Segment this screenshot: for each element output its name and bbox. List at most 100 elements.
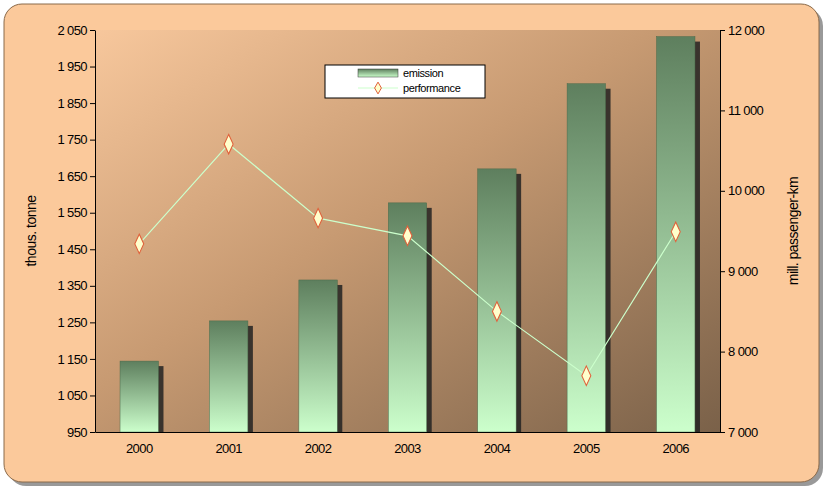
line-series	[135, 134, 680, 385]
tick-mark	[720, 432, 725, 433]
legend-label: emission	[403, 67, 443, 79]
tick-mark	[90, 286, 95, 287]
legend-label: performance	[403, 82, 461, 94]
tick-label: 2006	[662, 441, 689, 456]
tick: 2003	[394, 432, 421, 456]
tick: 1 650	[57, 169, 95, 184]
tick-label: 2002	[305, 441, 332, 456]
tick-mark	[90, 322, 95, 323]
tick-mark	[720, 30, 725, 31]
tick: 1 750	[57, 132, 95, 147]
tick-label: 1 750	[57, 132, 87, 147]
line	[139, 144, 675, 376]
tick-mark	[720, 271, 725, 272]
tick-mark	[90, 395, 95, 396]
x-axis: 2000 2001 2002 2003 2004 2005 2006	[96, 432, 721, 456]
marker	[403, 226, 412, 245]
tick-label: 1 050	[57, 388, 87, 403]
y2-axis: 7 000 8 000 9 000 10 000 11 000 12 000	[720, 23, 765, 440]
tick: 7 000	[720, 425, 758, 440]
tick: 2002	[305, 432, 332, 456]
tick-label: 1 450	[57, 242, 87, 257]
tick-mark	[90, 359, 95, 360]
bar	[299, 280, 337, 432]
tick-label: 1 850	[57, 96, 87, 111]
tick: 12 000	[720, 23, 765, 38]
chart: 950 1 050 1 150 1 250 1 350 1 450 1 550 1 650 1 …	[0, 0, 827, 490]
tick-label: 1 650	[57, 169, 87, 184]
bar	[209, 321, 247, 432]
tick-mark	[90, 140, 95, 141]
tick-mark	[90, 176, 95, 177]
bar	[388, 203, 426, 432]
legend-swatch	[358, 69, 398, 77]
tick: 10 000	[720, 183, 765, 198]
tick: 1 550	[57, 205, 95, 220]
marker	[671, 222, 680, 241]
tick-label: 950	[67, 425, 87, 440]
plot-area	[95, 30, 720, 432]
axis-title: mill. passenger-km	[785, 177, 801, 285]
tick-label: 2000	[126, 441, 153, 456]
tick: 1 250	[57, 315, 95, 330]
tick-label: 12 000	[728, 23, 765, 38]
tick-label: 1 350	[57, 278, 87, 293]
marker	[224, 134, 233, 153]
tick-label: 1 950	[57, 59, 87, 74]
tick: 2005	[573, 432, 600, 456]
tick-label: 1 550	[57, 205, 87, 220]
bar-series	[120, 37, 700, 432]
tick: 9 000	[720, 264, 758, 279]
tick-label: 9 000	[728, 264, 758, 279]
tick: 950	[67, 425, 95, 440]
bar	[657, 37, 695, 432]
tick: 2004	[484, 432, 511, 456]
tick-label: 2004	[484, 441, 511, 456]
tick-label: 1 250	[57, 315, 87, 330]
marker	[492, 302, 501, 321]
background	[4, 4, 819, 482]
tick: 1 850	[57, 96, 95, 111]
tick: 2006	[662, 432, 689, 456]
bar	[567, 84, 605, 432]
tick-label: 10 000	[728, 183, 765, 198]
tick-label: 2 050	[57, 23, 87, 38]
tick-mark	[90, 103, 95, 104]
tick-mark	[720, 110, 725, 111]
tick: 1 050	[57, 388, 95, 403]
axis-line	[95, 31, 96, 433]
tick: 2 050	[57, 23, 95, 38]
tick-label: 2001	[215, 441, 242, 456]
marker	[582, 366, 591, 385]
bar	[120, 361, 158, 432]
axis-title: thous. tonne	[23, 195, 39, 267]
tick-label: 1 150	[57, 352, 87, 367]
tick: 1 450	[57, 242, 95, 257]
tick-label: 2003	[394, 441, 421, 456]
tick: 2000	[126, 432, 153, 456]
tick: 2001	[215, 432, 242, 456]
tick-label: 7 000	[728, 425, 758, 440]
tick-mark	[720, 191, 725, 192]
background	[8, 8, 823, 486]
tick: 8 000	[720, 344, 758, 359]
tick-mark	[90, 249, 95, 250]
marker	[314, 208, 323, 227]
axis-line	[720, 31, 721, 433]
legend: emission performance	[325, 65, 485, 98]
marker	[135, 234, 144, 253]
tick-mark	[90, 30, 95, 31]
plot-marks	[120, 37, 700, 432]
tick-mark	[90, 213, 95, 214]
y-axis: 950 1 050 1 150 1 250 1 350 1 450 1 550 1 650 1 …	[57, 23, 95, 440]
tick: 11 000	[720, 103, 764, 118]
tick-mark	[90, 432, 95, 433]
tick-mark	[90, 67, 95, 68]
tick: 1 350	[57, 278, 95, 293]
legend-swatch	[375, 82, 382, 94]
tick: 1 150	[57, 352, 95, 367]
tick-label: 2005	[573, 441, 600, 456]
axis-line	[96, 432, 721, 433]
tick-label: 8 000	[728, 344, 758, 359]
legend-box	[325, 65, 485, 98]
